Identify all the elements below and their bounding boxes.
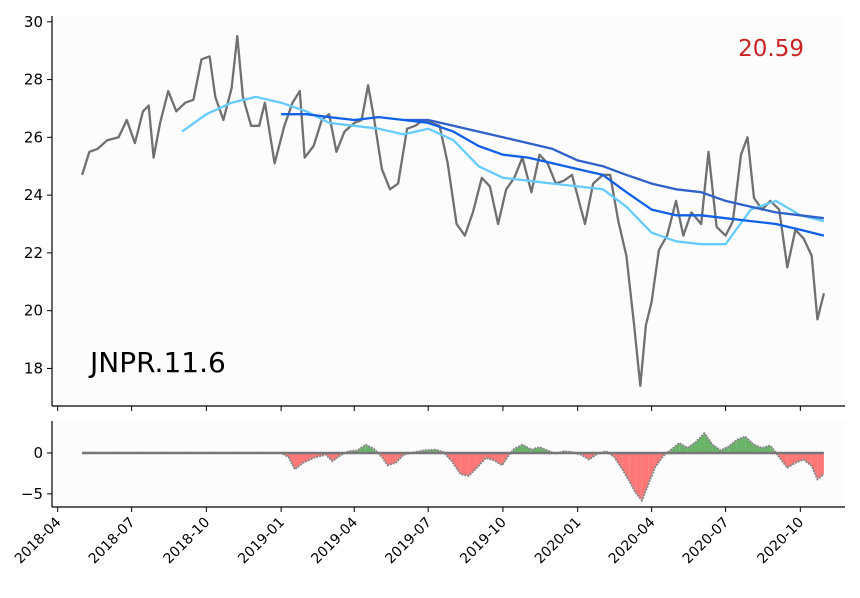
oscillator-positive-area xyxy=(695,433,705,453)
x-tick-label: 2020-07 xyxy=(680,515,733,568)
oscillator-panel-background xyxy=(52,421,845,507)
price-y-ticks: 18 20 22 24 26 28 30 xyxy=(24,13,52,377)
oscillator-negative-area xyxy=(468,452,477,476)
x-tick-label: 2019-07 xyxy=(382,515,435,568)
x-tick-label: 2019-04 xyxy=(308,514,361,567)
oscillator-negative-area xyxy=(622,452,630,482)
oscillator-positive-area xyxy=(687,442,696,453)
oscillator-negative-area xyxy=(294,452,304,470)
x-tick-label: 2019-01 xyxy=(235,515,288,568)
oscillator-negative-area xyxy=(387,452,396,466)
oscillator-y-ticks: 0 −5 xyxy=(21,444,52,503)
oscillator-positive-area xyxy=(736,436,746,453)
price-y-tick-label: 28 xyxy=(24,71,43,89)
price-y-tick-label: 18 xyxy=(24,359,43,377)
x-tick-label: 2020-01 xyxy=(532,515,585,568)
price-y-tick-label: 22 xyxy=(24,244,43,262)
x-tick-label: 2018-04 xyxy=(12,514,65,567)
x-tick-label: 2018-10 xyxy=(161,515,214,568)
oscillator-positive-area xyxy=(754,444,763,453)
price-series-group xyxy=(81,35,826,387)
oscillator-negative-area xyxy=(460,452,469,476)
x-tick-label: 2020-10 xyxy=(754,515,807,568)
price-x-tick-marks xyxy=(57,406,801,411)
x-tick-label: 2018-07 xyxy=(86,515,139,568)
oscillator-negative-area xyxy=(817,452,824,480)
price-y-tick-label: 20 xyxy=(24,302,43,320)
oscillator-negative-area xyxy=(303,452,314,463)
price-y-tick-label: 26 xyxy=(24,128,43,146)
oscillator-positive-area xyxy=(514,444,523,453)
ticker-annotation: JNPR.11.6 xyxy=(88,346,226,379)
oscillator-negative-area xyxy=(803,452,812,467)
oscillator-negative-area xyxy=(451,452,461,475)
last-value-label: 20.59 xyxy=(738,36,804,62)
oscillator-positive-area xyxy=(671,443,680,453)
x-tick-label: 2020-04 xyxy=(606,514,659,567)
series-line-long-ma xyxy=(403,118,825,220)
oscillator-positive-area xyxy=(704,433,713,453)
x-axis-ticks: 2018-04 2018-07 2018-10 2019-01 2019-04 2019-… xyxy=(12,507,807,567)
price-y-tick-label: 24 xyxy=(24,186,43,204)
oscillator-y-tick-label: −5 xyxy=(21,485,43,503)
price-panel: 18 20 22 24 26 28 30 JNPR.11.6 20.59 xyxy=(24,13,845,411)
oscillator-panel: 0−5 2018-04 2018-07 2018-10 2019-01 2019-04 2… xyxy=(12,421,845,567)
oscillator-line xyxy=(82,431,825,503)
oscillator-negative-area xyxy=(494,452,503,466)
price-panel-background xyxy=(52,16,845,406)
oscillator-negative-area xyxy=(476,452,486,468)
oscillator-area-group xyxy=(82,431,825,503)
oscillator-positive-area xyxy=(679,443,688,453)
oscillator-positive-area xyxy=(728,439,737,453)
price-y-tick-label: 30 xyxy=(24,13,43,31)
series-line-mid-ma xyxy=(281,113,825,237)
series-line-price xyxy=(81,35,826,387)
oscillator-positive-area xyxy=(745,436,754,453)
oscillator-y-tick-label: 0 xyxy=(33,444,43,462)
series-line-short-ma xyxy=(181,95,825,246)
oscillator-negative-area xyxy=(641,452,649,501)
oscillator-negative-area xyxy=(635,452,642,501)
oscillator-positive-area xyxy=(365,444,374,453)
x-tick-label: 2019-10 xyxy=(457,515,510,568)
oscillator-negative-area xyxy=(648,452,655,485)
oscillator-negative-area xyxy=(787,452,796,468)
oscillator-negative-area xyxy=(811,452,818,480)
